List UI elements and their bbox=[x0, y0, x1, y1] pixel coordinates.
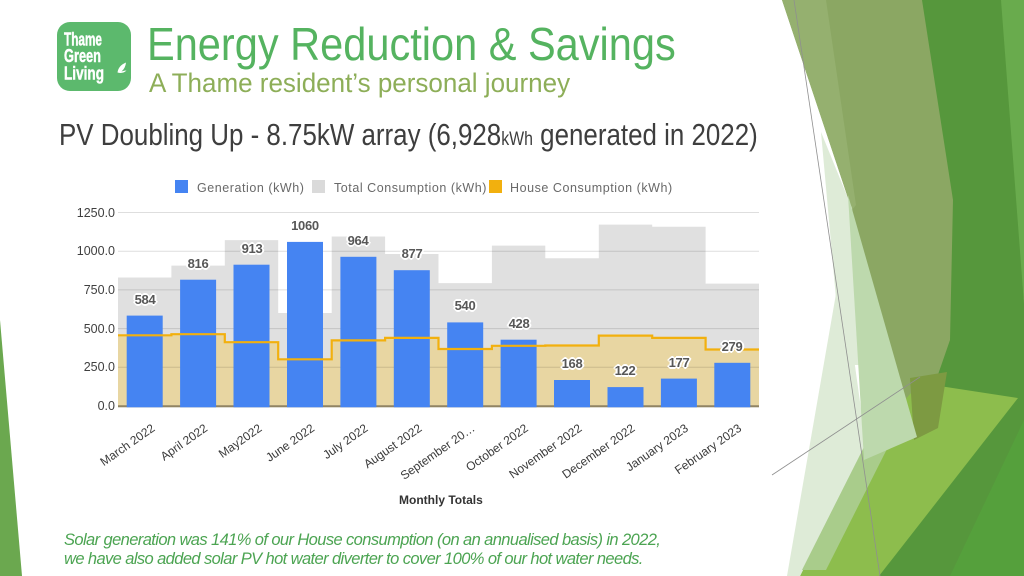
svg-text:Green: Green bbox=[64, 45, 101, 66]
svg-text:Living: Living bbox=[64, 63, 104, 84]
svg-text:Thame: Thame bbox=[64, 29, 102, 50]
